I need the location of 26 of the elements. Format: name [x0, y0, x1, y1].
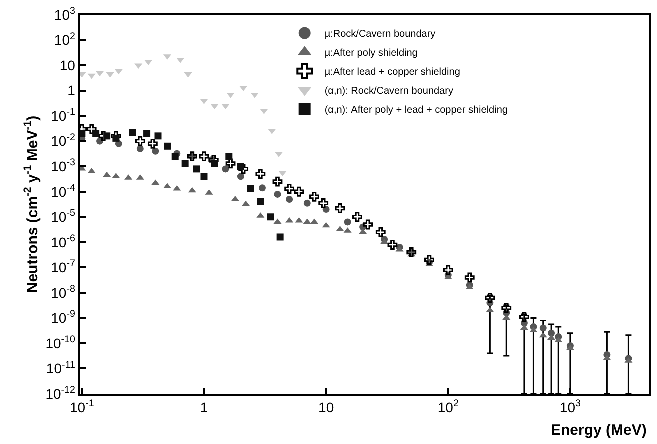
y-tick-label: 10$^{-2}$ — [51, 132, 76, 150]
x-tick-label: 10 — [318, 400, 334, 416]
y-tick-label: 1 — [68, 82, 76, 99]
y-tick-label: 10$^{-12}$ — [46, 385, 76, 402]
y-tick-label: 10$^{-11}$ — [46, 360, 76, 377]
y-tick-label: 10$^{-6}$ — [51, 233, 76, 250]
y-tick-label: 10$^{-3}$ — [51, 158, 76, 174]
x-tick-label: 1 — [200, 400, 208, 416]
y-tick-label: 10$^{-9}$ — [51, 309, 76, 326]
x-tick-label: 10$^{2}$ — [438, 398, 459, 416]
legend-label: (α,n): After poly + lead + copper shielding — [324, 105, 508, 116]
legend-label: (α,n): Rock/Cavern boundary — [324, 86, 454, 98]
legend-label: µ:Rock/Cavern boundary — [324, 29, 436, 40]
y-tick-label: 10$^{-7}$ — [51, 258, 76, 276]
y-tick-label: 10$^{3}$ — [54, 6, 76, 23]
y-tick-label: 10$^{-1}$ — [51, 107, 76, 124]
y-tick-label: 10$^{2}$ — [54, 31, 76, 48]
y-tick-label: 10$^{-4}$ — [51, 182, 76, 200]
legend-label: µ:After poly shielding — [324, 48, 418, 60]
x-tick-label: 10$^{3}$ — [560, 398, 582, 416]
y-tick-label: 10 — [60, 57, 76, 74]
y-tick-label: 10$^{-5}$ — [51, 208, 76, 226]
legend-label: µ:After lead + copper shielding — [324, 67, 460, 78]
y-tick-label: 10$^{-8}$ — [51, 284, 76, 301]
x-axis-title: Energy (MeV) — [551, 422, 647, 439]
y-tick-label: 10$^{-10}$ — [46, 334, 76, 352]
